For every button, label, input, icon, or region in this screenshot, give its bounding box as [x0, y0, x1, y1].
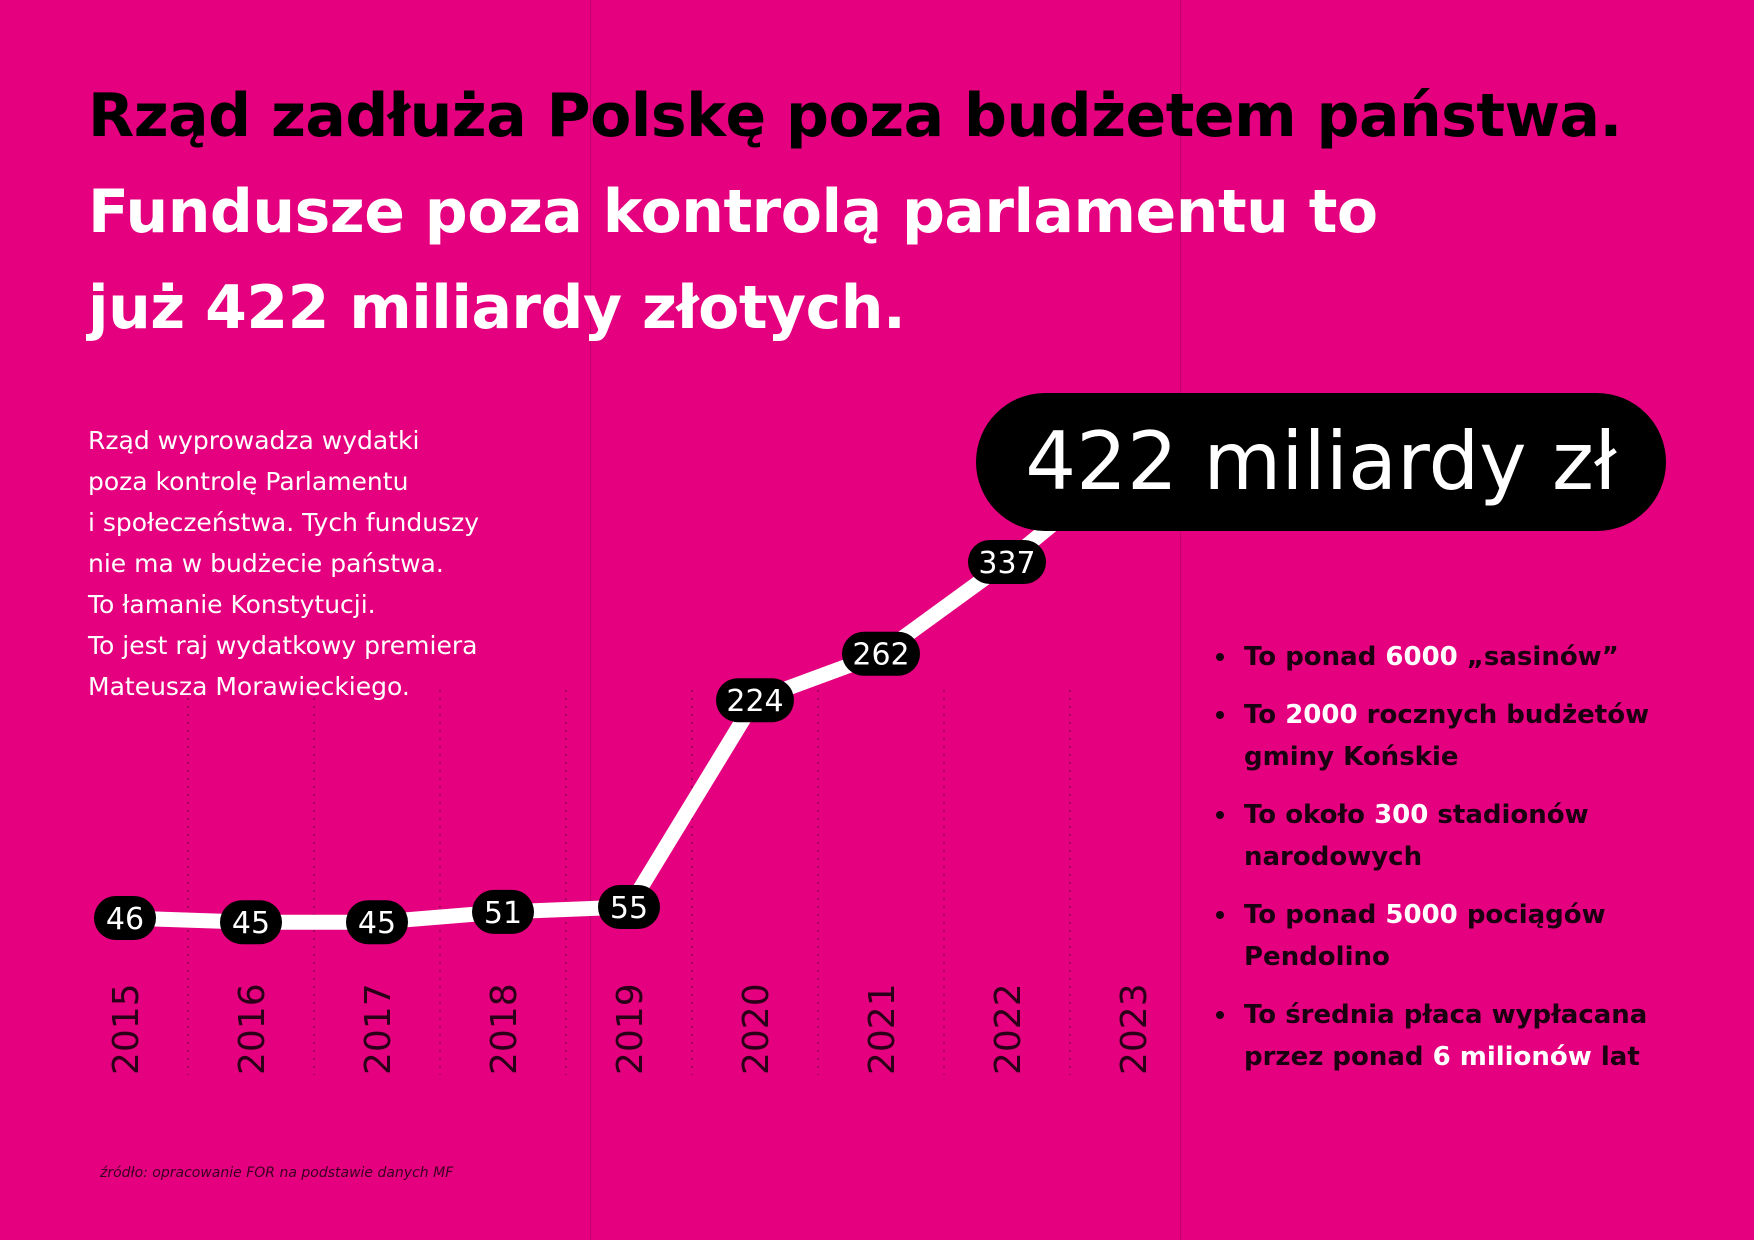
value-label-pill: [842, 631, 920, 676]
intro-line: To jest raj wydatkowy premiera: [88, 631, 478, 660]
fact-highlight: 6 milionów: [1432, 1042, 1592, 1072]
title-line-2: Fundusze poza kontrolą parlamentu to: [88, 177, 1378, 247]
x-tick-label: 2016: [232, 983, 273, 1075]
intro-line: Rząd wyprowadza wydatki: [88, 426, 420, 455]
x-tick-label: 2017: [358, 983, 399, 1075]
value-label-text: 262: [852, 638, 909, 673]
x-tick-label: 2021: [862, 983, 903, 1075]
x-tick-label: 2020: [736, 983, 777, 1075]
x-axis-ticks: 2015 2016 2017 2018 2019 2020 2021 2022 2023: [106, 983, 1155, 1075]
value-label-text: 45: [358, 906, 396, 941]
x-tick-label: 2023: [1114, 983, 1155, 1075]
value-labels: 46 45 45 51 55 224 262 337: [94, 539, 1046, 945]
value-label: 45: [220, 900, 282, 945]
fact-post: stadionów narodowych: [1244, 800, 1589, 872]
value-label-pill: [94, 896, 156, 940]
intro-line: To łamanie Konstytucji.: [88, 590, 376, 619]
x-tick-label: 2019: [610, 983, 651, 1075]
value-label: 337: [968, 539, 1046, 584]
fact-item: To ponad 5000 pociągów Pendolino: [1216, 894, 1724, 978]
value-label-text: 55: [610, 891, 648, 926]
source-note: źródło: opracowanie FOR na podstawie dan…: [100, 1165, 454, 1181]
fold-line-left: [590, 0, 591, 1240]
value-label-pill: [220, 900, 282, 945]
value-label-text: 337: [978, 546, 1035, 581]
value-label-pill: [472, 889, 534, 934]
total-callout-badge: 422 miliardy zł: [976, 393, 1666, 531]
fact-pre: To ponad: [1244, 900, 1386, 930]
series-line: [117, 450, 1141, 930]
value-label: 262: [842, 631, 920, 676]
fact-item: To około 300 stadionów narodowych: [1216, 794, 1724, 878]
fact-post: pociągów Pendolino: [1244, 900, 1606, 972]
value-label-text: 46: [106, 902, 144, 937]
x-tick-label: 2018: [484, 983, 525, 1075]
fact-item: To 2000 rocznych budżetów gminy Końskie: [1216, 694, 1724, 778]
facts-list: To ponad 6000 „sasinów” To 2000 rocznych…: [1216, 636, 1724, 1094]
value-label-text: 51: [484, 896, 522, 931]
fact-pre: To średnia płaca wypłacana przez ponad: [1244, 1000, 1648, 1072]
fact-highlight: 2000: [1285, 700, 1358, 730]
x-tick-label: 2015: [106, 983, 147, 1075]
value-label-pill: [716, 678, 794, 723]
value-label: 46: [94, 896, 156, 940]
grid-lines: [187, 690, 1071, 1075]
title-line-3: już 422 miliardy złotych.: [88, 273, 906, 343]
fact-pre: To około: [1244, 800, 1375, 830]
intro-line: nie ma w budżecie państwa.: [88, 549, 444, 578]
value-label-pill: [346, 900, 408, 945]
fact-highlight: 5000: [1385, 900, 1458, 930]
value-label-pill: [598, 884, 660, 929]
value-label: 45: [346, 900, 408, 945]
fact-item: To ponad 6000 „sasinów”: [1216, 636, 1724, 678]
value-label-text: 224: [726, 684, 783, 719]
value-label: 51: [472, 889, 534, 934]
value-label-text: 45: [232, 906, 270, 941]
value-label: 224: [716, 678, 794, 723]
fact-post: lat: [1591, 1042, 1640, 1072]
intro-line: poza kontrolę Parlamentu: [88, 467, 409, 496]
intro-line: i społeczeństwa. Tych funduszy: [88, 508, 480, 537]
fact-item: To średnia płaca wypłacana przez ponad 6…: [1216, 994, 1724, 1078]
x-tick-label: 2022: [988, 983, 1029, 1075]
fold-line-right: [1180, 0, 1181, 1240]
fact-pre: To ponad: [1244, 642, 1386, 672]
fact-pre: To: [1244, 700, 1286, 730]
fact-highlight: 300: [1374, 800, 1429, 830]
fact-post: rocznych budżetów gminy Końskie: [1244, 700, 1650, 772]
intro-text: Rząd wyprowadza wydatki poza kontrolę Pa…: [88, 420, 568, 707]
value-label-pill: [968, 539, 1046, 584]
intro-line: Mateusza Morawieckiego.: [88, 672, 410, 701]
title-line-1: Rząd zadłuża Polskę poza budżetem państw…: [88, 81, 1622, 151]
fact-highlight: 6000: [1385, 642, 1458, 672]
value-label: 55: [598, 884, 660, 929]
fact-post: „sasinów”: [1457, 642, 1619, 672]
